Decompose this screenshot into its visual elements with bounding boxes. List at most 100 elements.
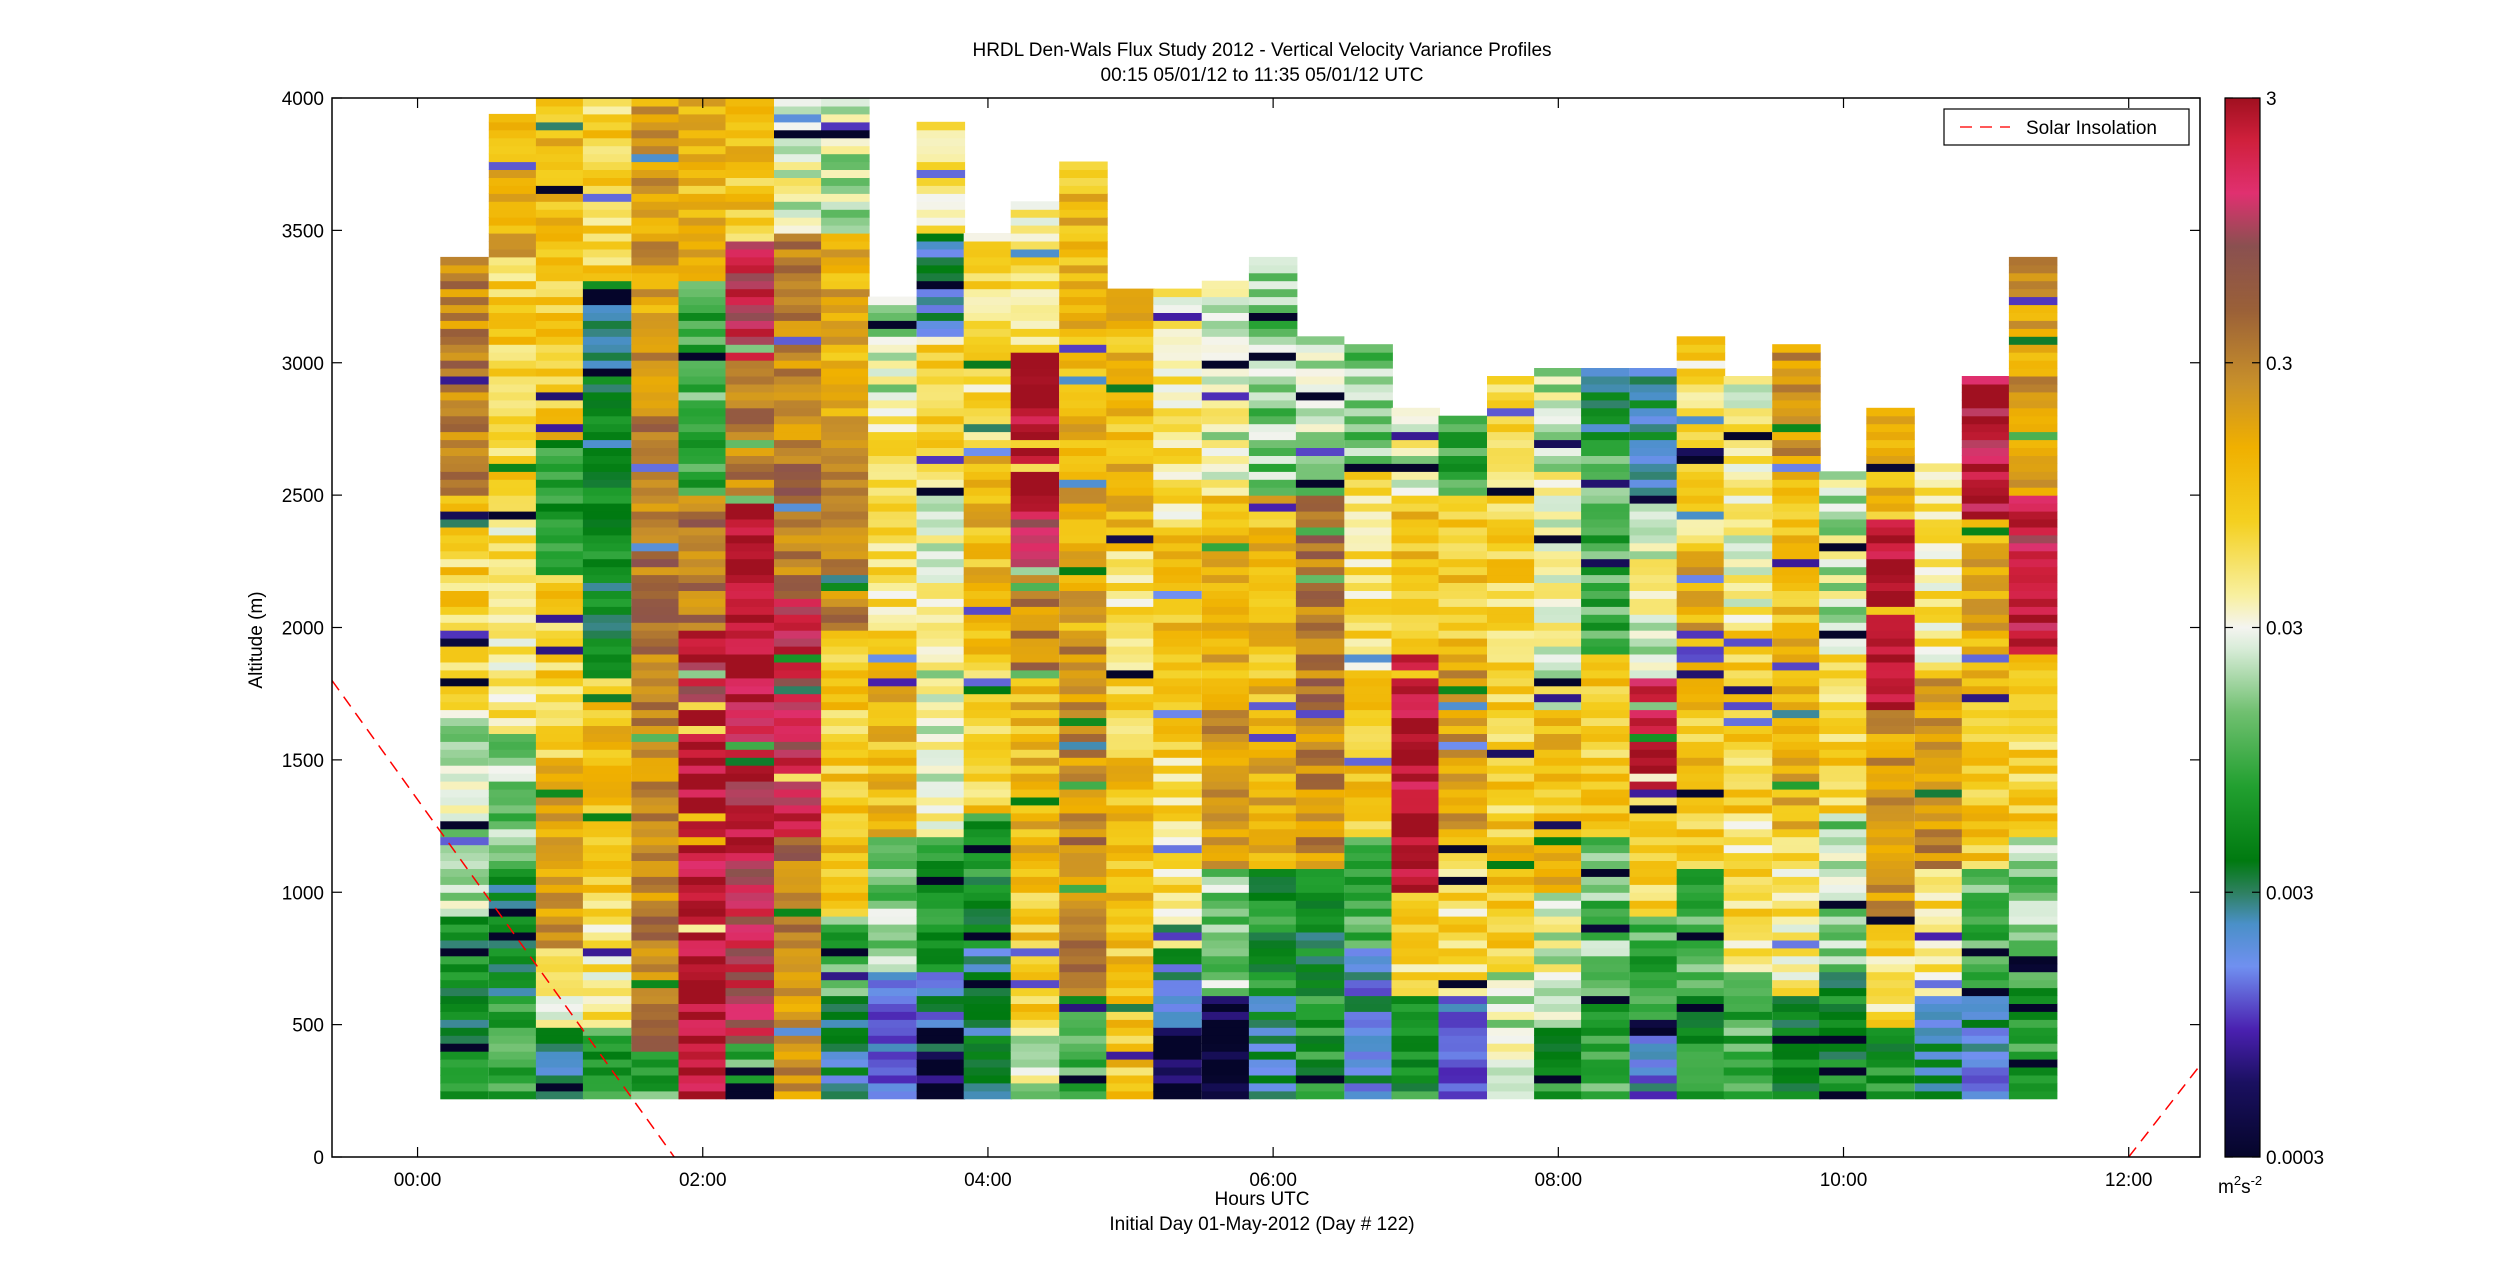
heatmap-cell: [1676, 1035, 1726, 1044]
heatmap-cell: [1248, 606, 1298, 615]
heatmap-cell: [1059, 550, 1108, 560]
heatmap-cell: [1723, 963, 1773, 973]
heatmap-cell: [1534, 804, 1583, 814]
heatmap-cell: [1106, 1011, 1155, 1020]
heatmap-cell: [2008, 503, 2058, 512]
heatmap-cell: [1723, 415, 1773, 425]
heatmap-cell: [1201, 455, 1251, 464]
heatmap-cell: [1534, 519, 1583, 528]
heatmap-cell: [1106, 654, 1155, 663]
heatmap-cell: [535, 304, 585, 313]
heatmap-cell: [1914, 701, 1964, 711]
heatmap-cell: [1201, 407, 1251, 417]
heatmap-cell: [1059, 971, 1108, 981]
heatmap-cell: [1010, 789, 1060, 798]
heatmap-cell: [440, 900, 489, 909]
heatmap-cell: [631, 98, 680, 107]
heatmap-cell: [1866, 963, 1915, 973]
heatmap-cell: [535, 519, 585, 528]
heatmap-cell: [1914, 1074, 1964, 1084]
heatmap-cell: [1201, 368, 1251, 377]
heatmap-cell: [2008, 407, 2058, 417]
heatmap-cell: [535, 479, 585, 488]
heatmap-cell: [1010, 987, 1060, 997]
heatmap-cell: [1487, 828, 1536, 838]
heatmap-cell: [774, 773, 823, 782]
heatmap-cell: [1914, 1090, 1964, 1100]
heatmap-cell: [535, 765, 585, 774]
heatmap-cell: [1106, 963, 1155, 973]
heatmap-cell: [1487, 947, 1536, 957]
heatmap-cell: [774, 685, 823, 695]
heatmap-cell: [774, 1059, 823, 1068]
heatmap-cell: [535, 1043, 585, 1052]
heatmap-cell: [2008, 511, 2058, 520]
heatmap-cell: [1438, 844, 1487, 854]
heatmap-cell: [1438, 598, 1487, 607]
heatmap-cell: [1344, 677, 1393, 687]
heatmap-cell: [631, 590, 680, 599]
heatmap-cell: [774, 574, 823, 583]
heatmap-cell: [1059, 368, 1108, 377]
heatmap-cell: [1201, 781, 1251, 790]
heatmap-cell: [1914, 947, 1964, 957]
heatmap-cell: [868, 661, 917, 671]
heatmap-cell: [1961, 558, 2011, 568]
heatmap-cell: [916, 741, 966, 750]
heatmap-cell: [1961, 971, 2011, 981]
heatmap-cell: [725, 1051, 774, 1060]
heatmap-cell: [774, 566, 823, 576]
heatmap-cell: [2008, 804, 2058, 814]
heatmap-cell: [1676, 963, 1726, 973]
heatmap-cell: [1059, 955, 1108, 965]
heatmap-cell: [963, 804, 1013, 814]
heatmap-cell: [1059, 272, 1108, 282]
heatmap-cell: [1010, 614, 1060, 623]
heatmap-cell: [488, 487, 538, 496]
heatmap-cell: [1961, 765, 2011, 774]
heatmap-cell: [1010, 725, 1060, 734]
heatmap-cell: [1106, 495, 1155, 504]
heatmap-cell: [725, 376, 774, 385]
heatmap-cell: [1438, 932, 1487, 941]
profile-column: [1153, 288, 1202, 1100]
heatmap-cell: [488, 661, 538, 671]
heatmap-cell: [582, 860, 632, 869]
heatmap-cell: [1391, 590, 1440, 599]
heatmap-cell: [1819, 765, 1868, 774]
heatmap-cell: [1295, 796, 1345, 806]
heatmap-cell: [678, 129, 727, 139]
heatmap-cell: [1723, 765, 1773, 774]
heatmap-cell: [963, 479, 1013, 488]
heatmap-cell: [1059, 598, 1108, 607]
heatmap-cell: [725, 757, 774, 766]
heatmap-cell: [1772, 1051, 1821, 1060]
heatmap-cell: [1772, 717, 1821, 726]
heatmap-cell: [1106, 479, 1155, 488]
heatmap-cell: [535, 955, 585, 965]
heatmap-cell: [1534, 455, 1583, 464]
heatmap-cell: [1201, 471, 1251, 480]
heatmap-cell: [963, 566, 1013, 576]
heatmap-cell: [774, 908, 823, 917]
heatmap-cell: [631, 185, 680, 194]
heatmap-cell: [725, 939, 774, 949]
heatmap-cell: [1581, 924, 1630, 933]
heatmap-cell: [631, 789, 680, 798]
heatmap-cell: [1487, 900, 1536, 909]
heatmap-cell: [1723, 1074, 1773, 1084]
heatmap-cell: [1153, 503, 1202, 512]
heatmap-cell: [916, 638, 966, 647]
heatmap-cell: [1534, 781, 1583, 790]
heatmap-cell: [1914, 622, 1964, 631]
heatmap-cell: [1961, 479, 2011, 488]
heatmap-cell: [868, 614, 917, 623]
heatmap-cell: [963, 376, 1013, 385]
heatmap-cell: [1010, 844, 1060, 854]
heatmap-cell: [631, 963, 680, 973]
heatmap-cell: [1534, 606, 1583, 615]
heatmap-cell: [582, 574, 632, 583]
heatmap-cell: [1344, 900, 1393, 909]
heatmap-cell: [1295, 463, 1345, 472]
heatmap-cell: [1629, 646, 1679, 655]
